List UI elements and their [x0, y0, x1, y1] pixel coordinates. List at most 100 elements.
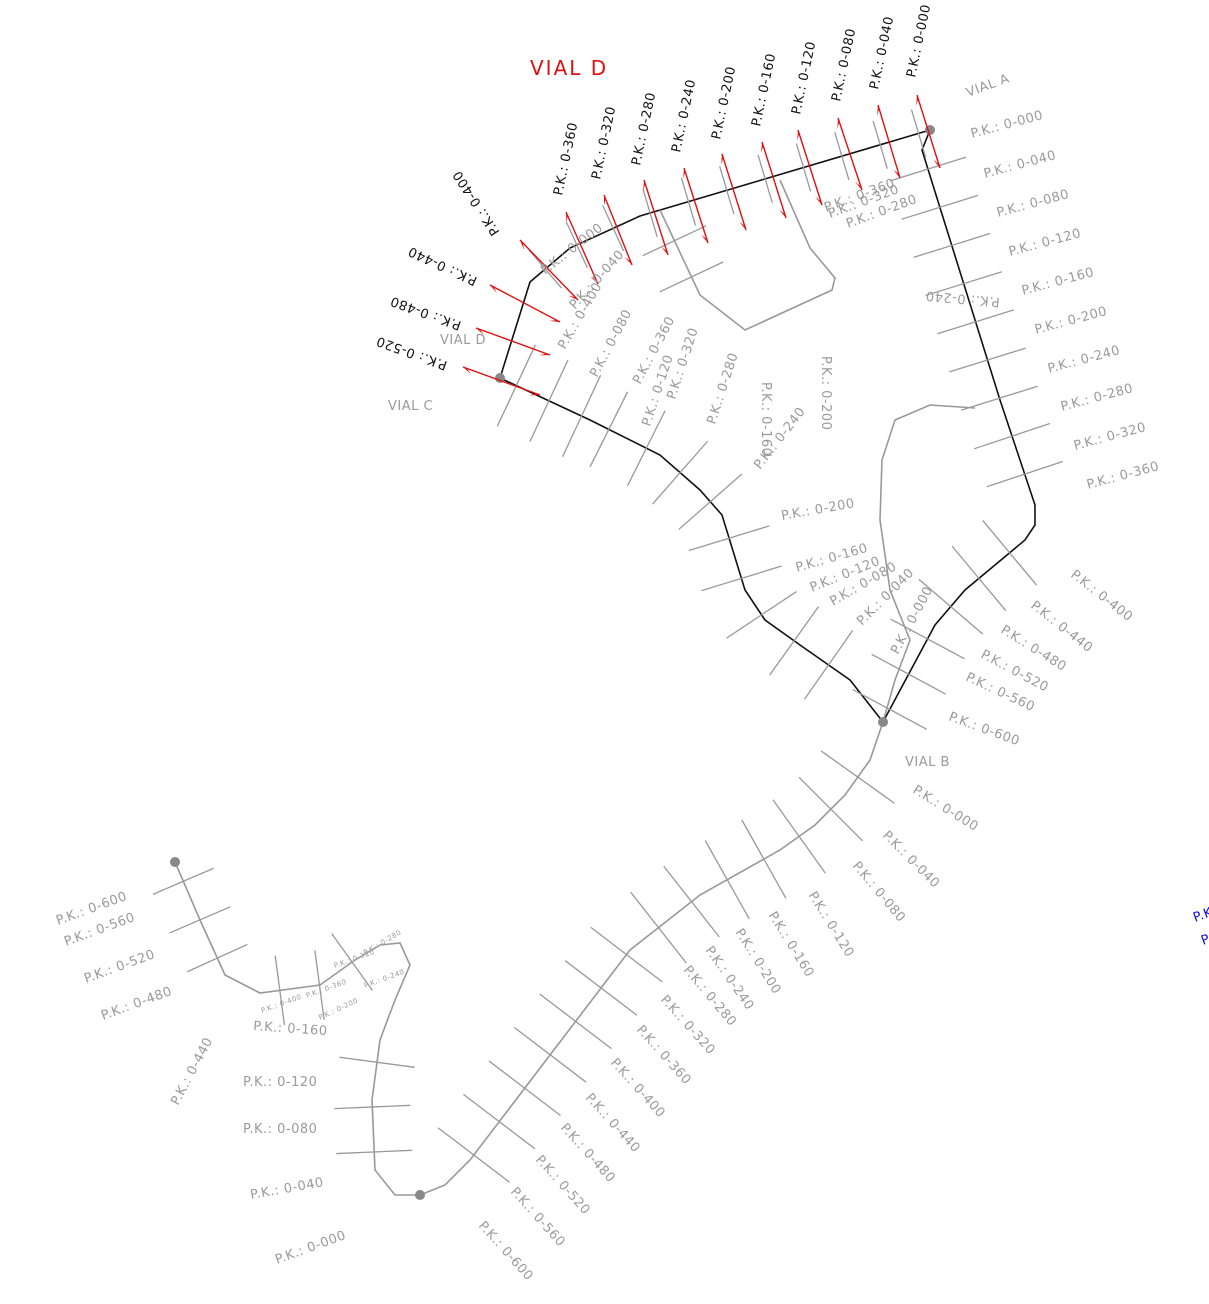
edge-text: P.K: [1191, 905, 1209, 926]
red-arrow: [520, 240, 525, 250]
cross-section: [951, 545, 1007, 612]
station-label: P.K.: 0-280: [1059, 381, 1135, 415]
cross-section: [651, 440, 709, 505]
red-arrow: [566, 212, 568, 223]
cross-section: [719, 166, 735, 215]
cross-section: [937, 309, 1014, 335]
red-section: [761, 141, 787, 219]
cross-section: [986, 460, 1063, 488]
red-section: [643, 179, 669, 256]
station-label: P.K.: 0-560: [507, 1185, 568, 1250]
station-label: P.K.: 0-480: [99, 984, 174, 1024]
station-label: P.K.: 0-600: [475, 1219, 536, 1284]
station-label: P.K.: 0-040: [879, 828, 942, 891]
station-label: P.K.: 0-480: [557, 1121, 618, 1186]
cross-section: [772, 799, 826, 874]
station-label: P.K.: 0-000: [910, 783, 981, 835]
station-label: P.K.: 0-520: [82, 947, 157, 987]
road-name: VIAL B: [905, 755, 950, 770]
cross-section: [872, 120, 888, 169]
station-label: P.K.: 0-000: [273, 1228, 348, 1268]
red-arrow: [604, 195, 606, 206]
vial-d-station: P.K.: 0-400: [450, 167, 503, 238]
station-label: P.K.: 0-120: [1007, 226, 1083, 260]
red-arrow: [779, 209, 786, 218]
cross-section: [820, 750, 895, 804]
cross-section: [913, 232, 991, 258]
station-label: P.K.: 0-040: [982, 148, 1058, 182]
cross-section: [590, 926, 663, 983]
cross-section: [918, 578, 984, 635]
cross-section: [539, 993, 612, 1050]
cross-section: [852, 689, 928, 730]
vial-d-station: P.K.: 0-520: [374, 333, 449, 373]
cross-section: [901, 194, 979, 220]
cross-section: [152, 867, 214, 895]
station-label: P.K.: 0-080: [587, 307, 635, 380]
cross-section: [630, 891, 687, 964]
station-label: P.K.: 0-200: [1033, 304, 1109, 338]
vial-d-station: P.K.: 0-360: [551, 121, 581, 197]
red-arrow: [893, 169, 900, 178]
cross-section: [798, 776, 864, 842]
red-section: [519, 239, 579, 301]
station-label: P.K.: 0-200: [780, 496, 856, 524]
cross-section: [982, 520, 1038, 586]
station-label: P.K.: 0-120: [805, 889, 857, 960]
cross-section: [314, 950, 325, 1020]
cross-section: [757, 154, 773, 204]
vial-d-station: P.K.: 0-040: [867, 15, 897, 91]
bottom-axis: [174, 861, 420, 1196]
node: [415, 1190, 425, 1200]
cross-section: [741, 819, 787, 899]
cross-section: [680, 177, 697, 226]
cross-section: [701, 565, 782, 592]
red-arrow: [624, 257, 632, 265]
red-arrow: [916, 95, 919, 106]
red-arrow: [490, 285, 497, 294]
cross-section: [339, 1056, 415, 1068]
red-section: [797, 129, 823, 206]
red-arrow: [463, 367, 472, 375]
vial-a-axis: [882, 129, 1036, 723]
vial-b-axis: [419, 721, 884, 1196]
red-arrow: [590, 276, 598, 284]
station-label: P.K.: 0-400: [1068, 567, 1136, 625]
vial-d-station: P.K.: 0-080: [829, 27, 859, 103]
cross-section: [513, 1027, 587, 1083]
cross-section: [726, 590, 797, 639]
cross-section: [274, 955, 286, 1026]
cross-section: [463, 1093, 536, 1150]
station-label: P.K.: 0-080: [995, 187, 1071, 221]
station-label: P.K.: 0-040: [249, 1175, 325, 1203]
red-section: [837, 117, 863, 191]
cross-section: [769, 606, 820, 676]
cross-section: [331, 933, 373, 991]
red-arrow: [661, 246, 668, 255]
vial-c-axis: [499, 377, 884, 723]
cross-section: [589, 391, 629, 468]
station-label: P.K.: 0-080: [243, 1122, 317, 1137]
station-label: P.K.: 0-240: [925, 288, 1000, 309]
cross-section: [169, 906, 231, 934]
cross-section: [488, 1060, 561, 1116]
cross-section: [564, 960, 638, 1016]
red-arrow: [877, 105, 880, 116]
cross-section: [688, 525, 770, 552]
road-name: VIAL A: [964, 71, 1011, 100]
vial-d-station: P.K.: 0-440: [406, 243, 480, 288]
cross-sections: [152, 94, 1063, 1183]
station-label: P.K.: 0-160: [758, 382, 773, 456]
red-arrow: [855, 181, 862, 190]
red-arrow: [797, 130, 800, 141]
title: VIAL D: [530, 56, 608, 80]
station-label: P.K.: 0-360: [1085, 459, 1161, 493]
station-label: P.K.: 0-320: [1072, 420, 1148, 454]
station-label: P.K.: 0-520: [532, 1153, 593, 1218]
cross-section: [528, 249, 562, 289]
red-arrow: [815, 196, 822, 205]
cross-section: [642, 188, 658, 238]
red-arrow: [739, 221, 746, 230]
vial-d-station: P.K.: 0-160: [749, 52, 779, 128]
road-name: VIAL C: [388, 399, 433, 414]
